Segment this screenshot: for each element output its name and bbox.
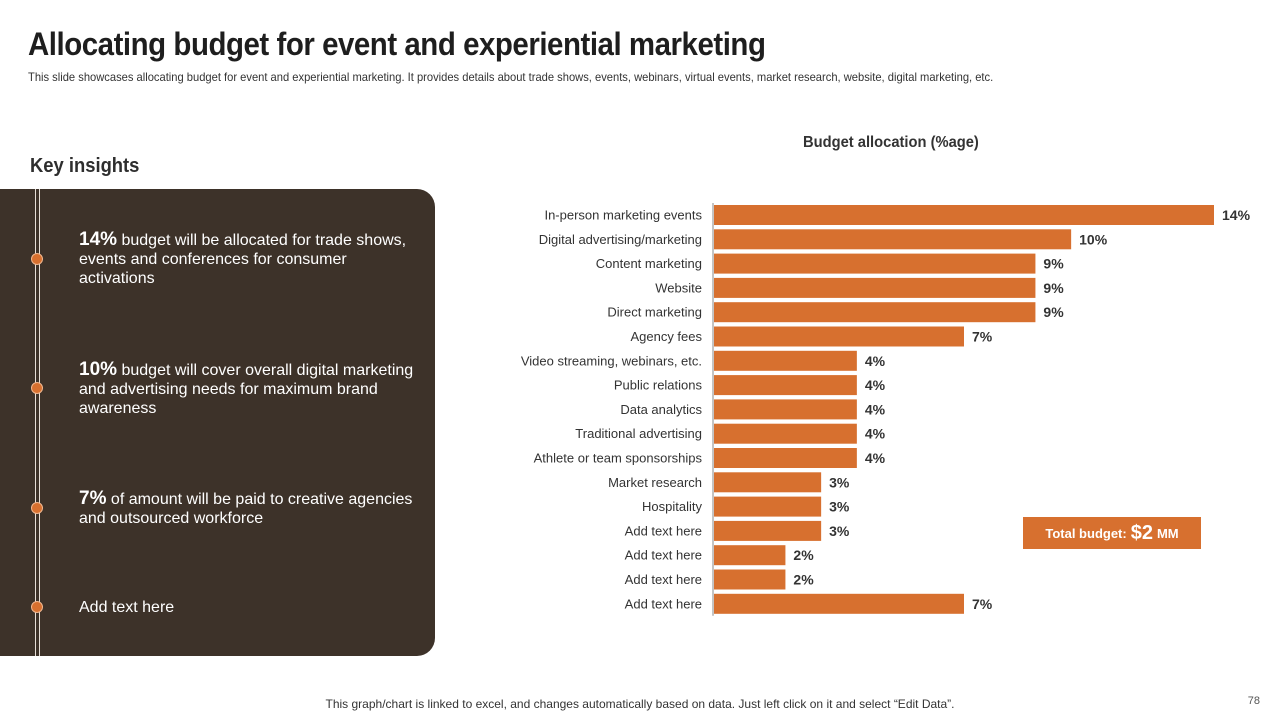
insight-text: of amount will be paid to creative agenc… [79,491,413,527]
category-label: Add text here [625,596,702,611]
insight-highlight: 10% [79,359,118,380]
data-label: 4% [865,401,886,417]
category-label: In-person marketing events [544,208,702,223]
chart-title: Budget allocation (%age) [803,134,979,151]
insight-item: 14% budget will be allocated for trade s… [79,230,419,288]
bar [714,569,786,590]
bar [714,326,964,347]
data-label: 9% [1043,304,1064,320]
category-label: Agency fees [630,329,702,344]
footer-note: This graph/chart is linked to excel, and… [325,697,955,711]
category-label: Website [655,280,702,295]
total-budget-unit: MM [1156,525,1179,541]
bar [714,229,1072,250]
insight-item: 7% of amount will be paid to creative ag… [79,489,419,528]
category-label: Traditional advertising [575,426,702,441]
insight-text: budget will be allocated for trade shows… [79,232,407,287]
bar [714,302,1036,323]
bar [714,472,822,493]
category-label: Public relations [614,378,703,393]
insight-highlight: 14% [79,229,118,250]
data-label: 9% [1043,256,1064,272]
timeline-dot-icon [31,601,43,613]
bar [714,545,786,566]
timeline-line [39,189,40,656]
total-budget-value: $2 [1130,521,1153,544]
page-number: 78 [1247,695,1260,707]
category-label: Market research [608,475,702,490]
data-label: 4% [865,450,886,466]
bar [714,375,857,396]
category-label: Add text here [625,572,702,587]
category-label: Add text here [625,523,702,538]
total-budget-badge: Total budget: $2 MM [1023,517,1201,549]
bar [714,423,857,444]
bar [714,253,1036,274]
bar [714,350,857,371]
key-insights-panel: 14% budget will be allocated for trade s… [0,189,435,656]
key-insights-heading: Key insights [30,155,140,177]
bar [714,448,857,468]
data-label: 7% [972,596,993,612]
data-label: 9% [1043,280,1064,296]
category-label: Hospitality [642,499,702,514]
bar [714,593,964,614]
insight-highlight: 7% [79,488,107,509]
data-label: 4% [865,353,886,369]
category-label: Video streaming, webinars, etc. [521,353,702,368]
data-label: 3% [829,523,850,539]
bar [714,277,1036,298]
timeline-dot-icon [31,502,43,514]
category-label: Add text here [625,548,702,563]
total-budget-label: Total budget: [1045,525,1127,541]
data-label: 3% [829,474,850,490]
insight-item: Add text here [79,598,419,617]
data-label: 4% [865,377,886,393]
data-label: 7% [972,329,993,345]
bar [714,520,822,541]
category-label: Data analytics [620,402,702,417]
timeline-line [35,189,36,656]
bar [714,496,822,517]
data-label: 2% [793,572,814,588]
timeline-dot-icon [31,253,43,265]
category-label: Digital advertising/marketing [539,232,702,247]
timeline-dot-icon [31,382,43,394]
bar [714,205,1214,225]
page-subtitle: This slide showcases allocating budget f… [28,70,994,84]
insight-text: Add text here [79,599,175,616]
category-label: Direct marketing [607,305,702,320]
data-label: 14% [1222,207,1251,223]
page-title: Allocating budget for event and experien… [28,26,766,62]
category-label: Content marketing [596,256,702,271]
data-label: 10% [1079,231,1108,247]
insight-item: 10% budget will cover overall digital ma… [79,360,419,418]
data-label: 2% [793,547,814,563]
data-label: 3% [829,499,850,515]
category-label: Athlete or team sponsorships [534,451,703,466]
data-label: 4% [865,426,886,442]
insight-text: budget will cover overall digital market… [79,362,414,417]
bar [714,399,857,420]
